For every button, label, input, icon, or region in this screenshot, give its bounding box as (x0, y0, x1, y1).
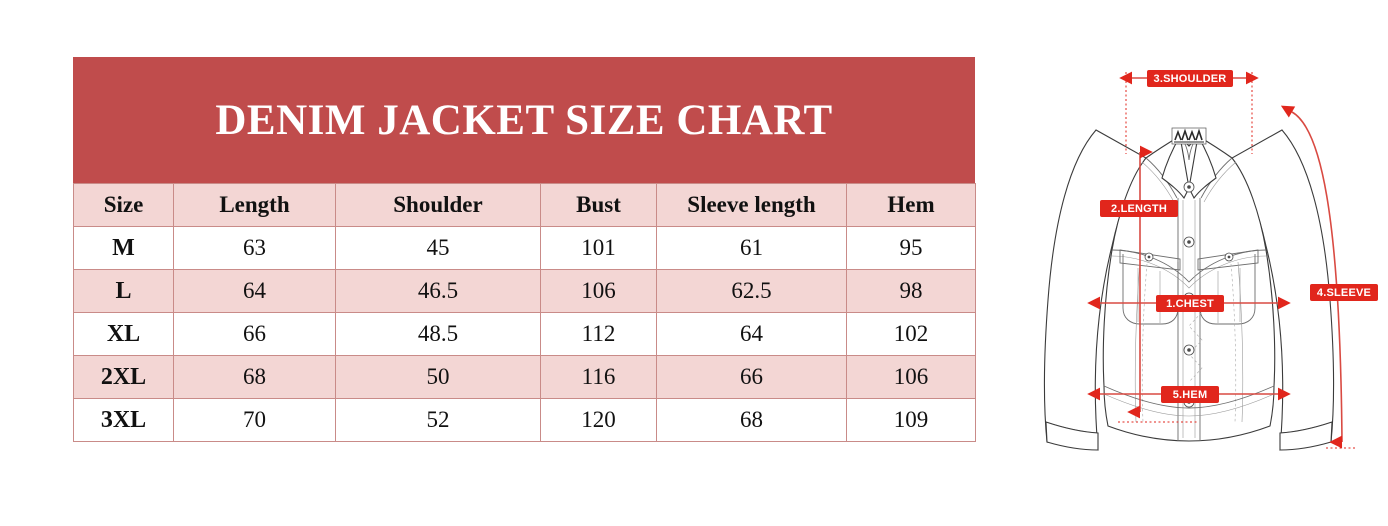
cell-length: 64 (173, 269, 336, 313)
jacket-right-body-seam (1237, 261, 1244, 423)
button-chest (1183, 236, 1195, 248)
button-left-pocket (1144, 252, 1154, 262)
jacket-placket-dart (1188, 297, 1203, 383)
cell-size: XL (73, 312, 174, 356)
cell-sleeve: 68 (656, 398, 847, 442)
cell-sleeve: 62.5 (656, 269, 847, 313)
cell-size: M (73, 226, 174, 270)
cell-hem: 106 (846, 355, 976, 399)
measure-shoulder-label: 3.SHOULDER (1154, 73, 1227, 85)
cell-bust: 112 (540, 312, 657, 356)
cell-size: 3XL (73, 398, 174, 442)
table-header-row: Size Length Shoulder Bust Sleeve length … (73, 183, 976, 227)
jacket-right-shoulder-topstitch (1203, 161, 1237, 203)
measure-sleeve-label: 4.SLEEVE (1317, 287, 1371, 299)
column-header-bust: Bust (540, 183, 657, 227)
measure-hem-label: 5.HEM (1173, 389, 1208, 401)
button-collar (1183, 181, 1195, 193)
measure-sleeve: 4.SLEEVE (1280, 105, 1378, 449)
cell-shoulder: 46.5 (335, 269, 541, 313)
jacket-measurement-diagram: 3.SHOULDER 2.LENGTH 1.CHEST 5.HEM 4.SLEE… (1020, 50, 1388, 520)
cell-sleeve: 66 (656, 355, 847, 399)
measure-length-label: 2.LENGTH (1111, 203, 1167, 215)
jacket-left-cuff (1045, 421, 1099, 451)
cell-hem: 109 (846, 398, 976, 442)
page-title: DENIM JACKET SIZE CHART (215, 96, 833, 144)
measure-hem: 5.HEM (1087, 386, 1291, 403)
table-row: 3XL 70 52 120 68 109 (73, 398, 976, 442)
jacket-collar-left (1161, 134, 1190, 200)
table-row: M 63 45 101 61 95 (73, 226, 976, 270)
jacket-brand-patch (1171, 127, 1207, 145)
cell-hem: 98 (846, 269, 976, 313)
cell-bust: 116 (540, 355, 657, 399)
cell-bust: 120 (540, 398, 657, 442)
cell-sleeve: 64 (656, 312, 847, 356)
cell-size: 2XL (73, 355, 174, 399)
measure-length: 2.LENGTH (1100, 145, 1198, 423)
table-row: L 64 46.5 106 62.5 98 (73, 269, 976, 313)
cell-length: 66 (173, 312, 336, 356)
jacket-right-body-stitch (1230, 263, 1237, 423)
cell-size: L (73, 269, 174, 313)
column-header-hem: Hem (846, 183, 976, 227)
size-chart-table: Size Length Shoulder Bust Sleeve length … (73, 183, 976, 442)
cell-shoulder: 50 (335, 355, 541, 399)
column-header-length: Length (173, 183, 336, 227)
measure-shoulder: 3.SHOULDER (1119, 70, 1259, 87)
column-header-shoulder: Shoulder (335, 183, 541, 227)
cell-length: 70 (173, 398, 336, 442)
jacket-right-pocket (1197, 249, 1259, 325)
column-header-size: Size (73, 183, 174, 227)
measure-chest: 1.CHEST (1087, 295, 1291, 312)
button-mid-lower (1183, 344, 1195, 356)
measure-chest-label: 1.CHEST (1166, 298, 1214, 310)
cell-shoulder: 48.5 (335, 312, 541, 356)
cell-shoulder: 45 (335, 226, 541, 270)
cell-sleeve: 61 (656, 226, 847, 270)
size-chart-block: DENIM JACKET SIZE CHART Size Length Shou… (73, 57, 976, 442)
cell-shoulder: 52 (335, 398, 541, 442)
table-row: 2XL 68 50 116 66 106 (73, 355, 976, 399)
chart-title-banner: DENIM JACKET SIZE CHART (73, 57, 975, 183)
cell-hem: 102 (846, 312, 976, 356)
cell-hem: 95 (846, 226, 976, 270)
cell-length: 63 (173, 226, 336, 270)
cell-bust: 101 (540, 226, 657, 270)
cell-bust: 106 (540, 269, 657, 313)
jacket-collar-right (1188, 134, 1217, 200)
table-row: XL 66 48.5 112 64 102 (73, 312, 976, 356)
column-header-sleeve: Sleeve length (656, 183, 847, 227)
button-right-pocket (1224, 252, 1234, 262)
cell-length: 68 (173, 355, 336, 399)
